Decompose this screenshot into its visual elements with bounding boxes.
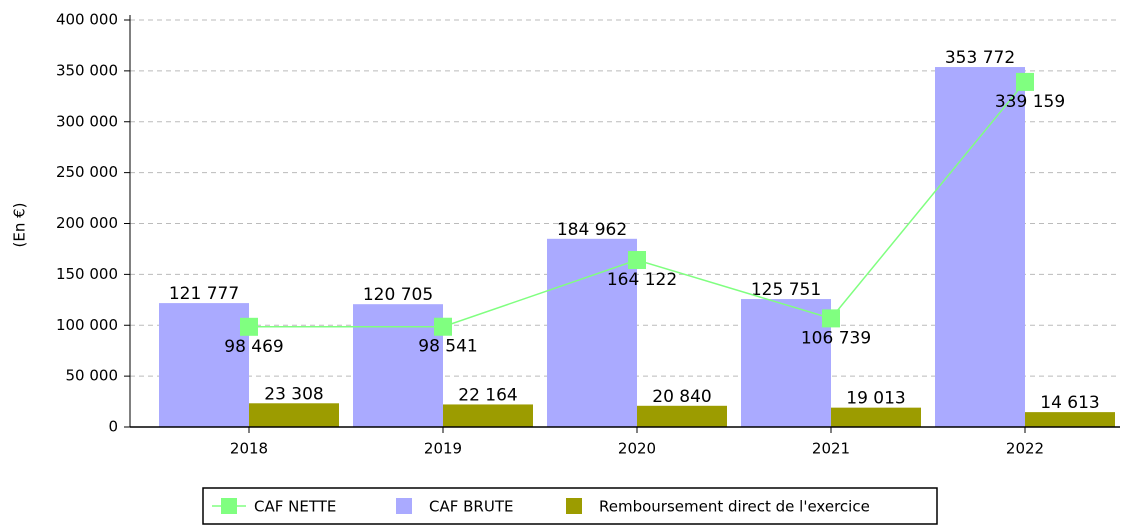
legend-label: Remboursement direct de l'exercice — [599, 498, 870, 516]
bar — [935, 67, 1025, 427]
line-marker — [1016, 72, 1034, 91]
y-tick-label: 400 000 — [56, 11, 118, 29]
x-tick-label: 2019 — [424, 440, 462, 458]
bar — [637, 405, 727, 427]
y-tick-label: 50 000 — [66, 367, 119, 385]
value-label: 353 772 — [945, 48, 1015, 68]
y-tick-label: 200 000 — [56, 214, 118, 232]
bar — [249, 403, 339, 427]
legend-swatch — [566, 498, 582, 514]
bar — [443, 404, 533, 427]
bar — [547, 238, 637, 427]
legend-swatch — [221, 498, 237, 514]
value-label: 20 840 — [652, 387, 711, 407]
value-label: 339 159 — [995, 92, 1065, 112]
line-marker — [240, 317, 258, 336]
line-marker — [822, 309, 840, 328]
value-label: 120 705 — [363, 285, 433, 305]
value-label: 19 013 — [846, 389, 905, 409]
value-label: 184 962 — [557, 220, 627, 240]
legend-swatch — [396, 498, 412, 514]
bar — [831, 407, 921, 427]
y-tick-label: 0 — [108, 418, 118, 436]
y-tick-label: 150 000 — [56, 265, 118, 283]
bar — [159, 303, 249, 427]
value-label: 125 751 — [751, 280, 821, 300]
line-marker — [434, 317, 452, 336]
line-marker — [628, 251, 646, 270]
value-label: 22 164 — [458, 385, 517, 405]
y-tick-label: 350 000 — [56, 61, 118, 79]
value-label: 98 469 — [224, 337, 283, 357]
y-axis-label: (En €) — [11, 203, 29, 248]
bar — [1025, 412, 1115, 427]
value-label: 98 541 — [418, 337, 477, 357]
value-label: 23 308 — [264, 384, 323, 404]
bar — [353, 304, 443, 427]
x-tick-label: 2020 — [618, 440, 656, 458]
value-label: 164 122 — [607, 270, 677, 290]
legend-label: CAF NETTE — [254, 498, 336, 516]
value-label: 121 777 — [169, 284, 239, 304]
value-label: 14 613 — [1040, 393, 1099, 413]
value-label: 106 739 — [801, 328, 871, 348]
legend-label: CAF BRUTE — [429, 498, 513, 516]
y-tick-label: 300 000 — [56, 112, 118, 130]
x-tick-label: 2021 — [812, 440, 850, 458]
y-tick-label: 250 000 — [56, 163, 118, 181]
x-tick-label: 2022 — [1006, 440, 1044, 458]
y-tick-label: 100 000 — [56, 316, 118, 334]
bar — [741, 299, 831, 427]
x-tick-label: 2018 — [230, 440, 268, 458]
